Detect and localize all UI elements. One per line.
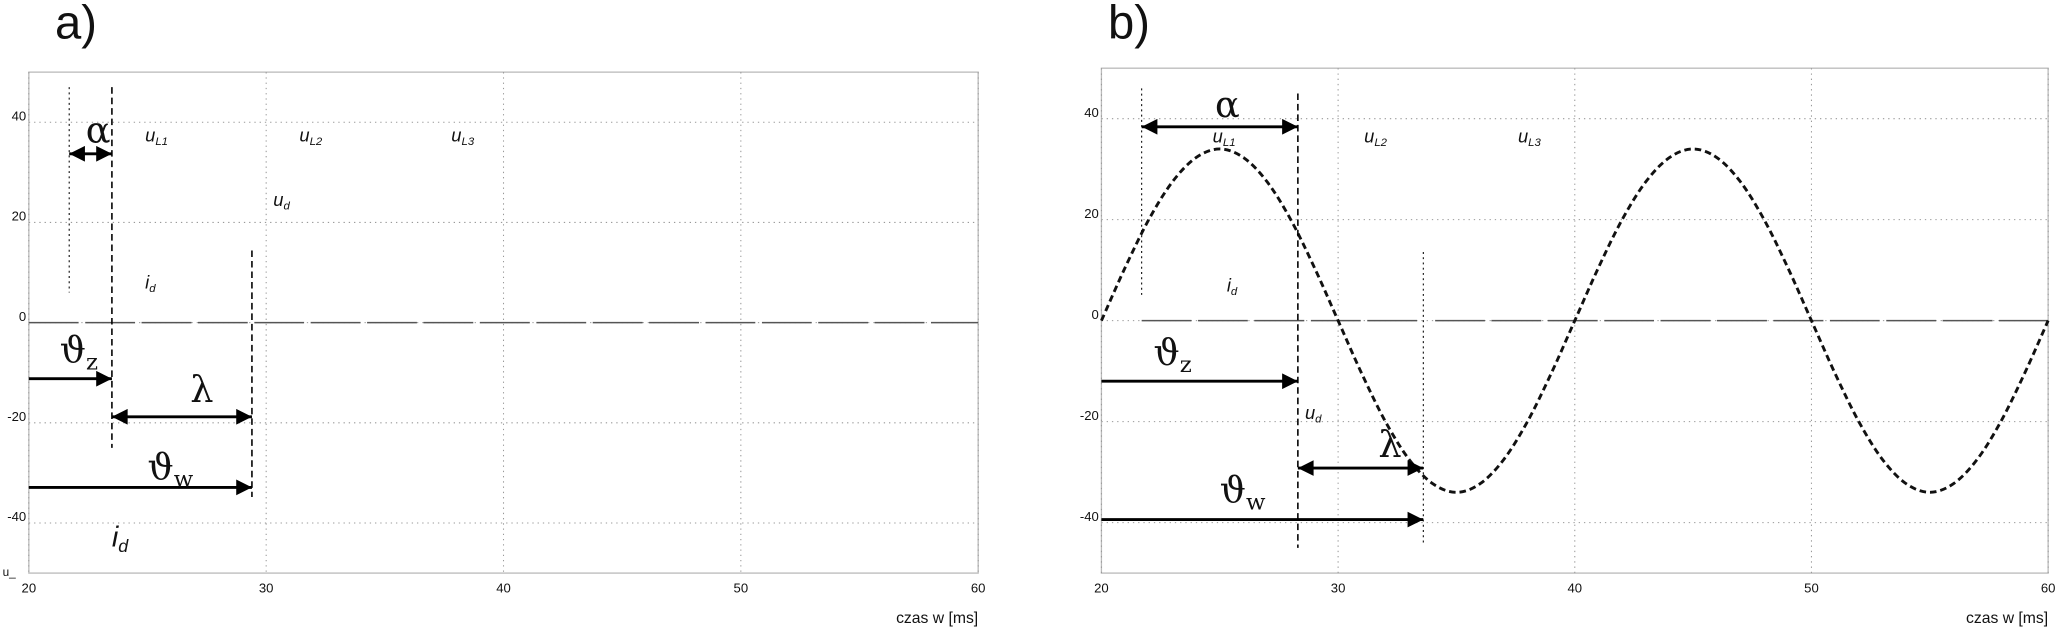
annotation: id	[112, 521, 129, 556]
annotation: ϑw	[148, 445, 194, 493]
annotation-subscript: L2	[310, 136, 323, 148]
y-tick-label: 0	[19, 309, 26, 324]
x-axis-label: czas w [ms]	[896, 610, 978, 627]
annotation-text: u	[451, 125, 461, 146]
x-tick-label: 30	[259, 580, 274, 595]
y-tick-label: 20	[1084, 206, 1099, 221]
x-tick-label: 50	[1804, 580, 1819, 595]
annotation-text: α	[1215, 83, 1240, 126]
x-tick-label: 60	[2041, 580, 2056, 595]
annotation: ϑz	[60, 328, 98, 376]
x-tick-label: 50	[734, 580, 749, 595]
annotation: uL3	[1518, 125, 1542, 149]
annotation-text: u	[1518, 125, 1528, 146]
annotation: uL2	[299, 125, 323, 149]
annotation-subscript: L3	[461, 136, 474, 148]
annotation-text: ϑ	[1153, 330, 1179, 373]
y-axis-label: u_	[3, 565, 17, 579]
y-tick-label: 0	[1092, 307, 1099, 322]
annotation: ϑz	[1153, 330, 1191, 378]
annotation: id	[1227, 274, 1238, 298]
annotation-subscript: d	[149, 283, 156, 295]
annotation-text: u	[1213, 125, 1223, 146]
panel-label: a)	[55, 0, 97, 50]
annotation-subscript: z	[1180, 352, 1192, 378]
annotation-subscript: z	[86, 350, 98, 376]
x-tick-label: 20	[1094, 580, 1109, 595]
annotation: λ	[1378, 422, 1401, 465]
annotation-subscript: w	[174, 466, 194, 492]
annotation-text: u	[1305, 402, 1315, 423]
annotation: uL1	[145, 125, 168, 149]
x-tick-label: 40	[1567, 580, 1582, 595]
annotation-text: λ	[1378, 422, 1401, 465]
annotation-subscript: w	[1246, 489, 1266, 515]
annotation: uL2	[1364, 125, 1388, 149]
annotation-subscript: L1	[155, 136, 168, 148]
x-tick-label: 40	[496, 580, 511, 595]
y-tick-label: -40	[7, 509, 26, 524]
annotation: ϑw	[1220, 468, 1266, 516]
annotation-subscript: L1	[1223, 137, 1236, 149]
x-tick-label: 30	[1331, 580, 1346, 595]
annotation-text: i	[145, 271, 150, 292]
annotation-text: u	[145, 125, 155, 146]
annotation: ud	[1305, 402, 1322, 426]
annotation-text: λ	[190, 368, 213, 411]
x-axis-label: czas w [ms]	[1966, 610, 2048, 627]
y-tick-label: 20	[12, 209, 27, 224]
series-line	[1100, 147, 2050, 494]
annotation-subscript: L2	[1374, 137, 1387, 149]
annotation: id	[145, 271, 156, 295]
annotation-text: α	[86, 108, 111, 151]
annotation-text: ϑ	[1220, 468, 1246, 511]
annotation-subscript: d	[118, 536, 129, 556]
annotation-subscript: d	[1315, 414, 1322, 426]
annotation: λ	[190, 368, 213, 411]
annotation: uL1	[1213, 125, 1236, 149]
y-tick-label: -40	[1080, 509, 1099, 524]
annotation-text: i	[112, 521, 120, 553]
annotation-text: ϑ	[148, 445, 174, 488]
annotation-text: u	[273, 189, 283, 210]
panel-label: b)	[1108, 0, 1150, 50]
annotation: ud	[273, 189, 290, 213]
annotation-subscript: d	[284, 200, 291, 212]
annotation: uL3	[451, 125, 475, 149]
y-tick-label: 40	[1084, 105, 1099, 120]
annotation: α	[1215, 83, 1240, 126]
y-tick-label: -20	[7, 409, 26, 424]
x-tick-label: 20	[22, 580, 37, 595]
annotation-text: i	[1227, 274, 1232, 295]
x-tick-label: 60	[971, 580, 986, 595]
annotation-subscript: d	[1231, 286, 1238, 298]
y-tick-label: 40	[12, 108, 27, 123]
y-tick-label: -20	[1080, 408, 1099, 423]
annotation-text: u	[1364, 125, 1374, 146]
annotation-text: ϑ	[60, 328, 86, 371]
annotation-subscript: L3	[1528, 137, 1541, 149]
annotation: α	[86, 108, 111, 151]
annotation-text: u	[299, 125, 309, 146]
